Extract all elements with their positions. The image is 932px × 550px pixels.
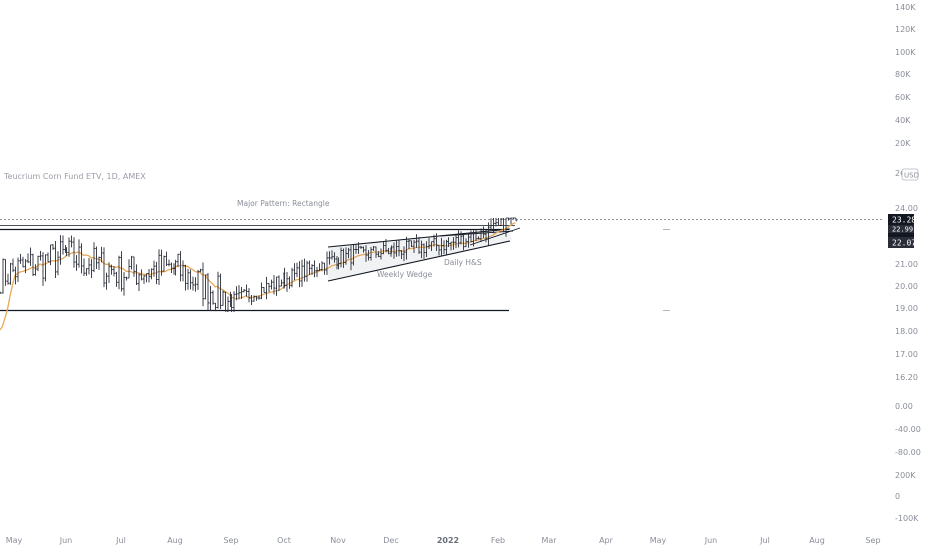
price-axis-label: 0.00 [895,402,913,411]
time-axis-label: 2022 [437,536,459,545]
price-axis-label: 20.00 [895,282,918,291]
time-axis-label: May [650,536,667,545]
price-axis-label: 80K [895,70,911,79]
time-axis-label: Aug [809,536,825,545]
price-axis-label: 19.00 [895,304,918,313]
price-axis-label: 24.00 [895,204,918,213]
time-axis-label: Oct [277,536,291,545]
time-axis-label: May [6,536,23,545]
price-bars-layer [0,217,518,312]
svg-text:22.07: 22.07 [892,239,916,248]
time-axis-label: Dec [383,536,398,545]
price-axis-label: 100K [895,48,916,57]
time-axis-label: Sep [865,536,880,545]
symbol-title: Teucrium Corn Fund ETV, 1D, AMEX [3,172,146,181]
price-axis-label: -40.00 [895,425,921,434]
price-axis-label: 20K [895,139,911,148]
price-axis-label: 200K [895,471,916,480]
time-axis[interactable]: May Jun Jul Aug Sep Oct Nov Dec 2022 Feb Mar Apr May… [6,536,881,545]
moving-average-price-tag: 22.07 [888,237,916,248]
rectangle-pattern-label[interactable]: Major Pattern: Rectangle [237,199,330,208]
svg-text:23.28: 23.28 [892,216,916,225]
price-axis-label: 21.00 [895,260,918,269]
price-axis[interactable]: 140K 120K 100K 80K 60K 40K 20K 26 24.00 21.00 20.0… [895,3,921,523]
time-axis-label: Jul [759,536,770,545]
time-axis-label: Feb [491,536,505,545]
currency-label: USD [904,172,919,180]
pattern-drawings[interactable] [0,219,884,312]
price-axis-label: 16.20 [895,373,918,382]
hs-neckline[interactable] [439,230,514,237]
time-axis-label: Jun [59,536,73,545]
price-axis-label: 0 [895,492,900,501]
time-axis-label: Jul [115,536,126,545]
hs-trendline[interactable] [469,227,521,246]
time-axis-label: Sep [223,536,238,545]
time-axis-label: Nov [330,536,346,545]
time-axis-label: Jun [704,536,718,545]
price-axis-label: -100K [895,514,919,523]
stacked-price-tag-a: 22.99 [888,225,914,234]
stacked-price-tag-b [888,233,914,237]
price-axis-label: 60K [895,93,911,102]
time-axis-label: Apr [599,536,614,545]
price-axis-label: 120K [895,25,916,34]
svg-text:22.99: 22.99 [892,226,913,234]
daily-hs-label[interactable]: Daily H&S [444,258,482,267]
price-axis-label: 140K [895,3,916,12]
price-axis-label: 17.00 [895,350,918,359]
weekly-wedge-label[interactable]: Weekly Wedge [377,270,433,279]
price-axis-label: 40K [895,116,911,125]
wedge-lower-line[interactable] [327,240,511,282]
price-axis-label: 26 [895,169,905,178]
price-axis-label: -80.00 [895,448,921,457]
currency-badge[interactable]: USD [901,168,919,181]
time-axis-label: Mar [541,536,557,545]
last-price-tag: 23.28 [888,214,916,225]
price-axis-label: 18.00 [895,327,918,336]
time-axis-label: Aug [167,536,183,545]
